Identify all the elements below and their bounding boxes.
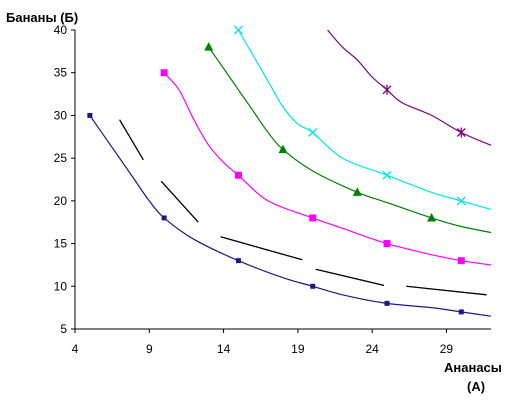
y-tick-label: 30 (54, 108, 68, 122)
x-axis-label-unit: (А) (467, 379, 486, 394)
marker-square (384, 300, 390, 306)
y-tick-label: 15 (54, 237, 68, 251)
tick-labels: 5 10 15 20 25 30 35 40 4 9 14 19 24 29 (54, 23, 454, 356)
marker-asterisk (456, 127, 466, 138)
marker-square (457, 257, 465, 265)
y-tick-label: 40 (54, 23, 68, 37)
x-tick-label: 29 (440, 342, 454, 356)
budget-segment (119, 119, 144, 161)
curve-4 (237, 29, 492, 210)
x-tick-label: 24 (365, 342, 379, 356)
y-tick-label: 35 (54, 66, 68, 80)
axes (71, 29, 491, 333)
x-tick-label: 19 (291, 342, 305, 356)
curve-5 (327, 29, 492, 146)
budget-segment (220, 236, 303, 261)
marker-triangle (352, 187, 362, 196)
curve-3 (208, 46, 492, 234)
budget-line-segments (119, 119, 487, 296)
marker-square (161, 215, 167, 221)
x-axis-label: Ананасы (444, 360, 502, 375)
y-tick-label: 10 (54, 279, 68, 293)
budget-segment (160, 180, 199, 223)
marker-cross (308, 128, 318, 137)
y-axis-label: Бананы (Б) (6, 10, 79, 25)
marker-square (458, 309, 464, 315)
marker-square (309, 214, 317, 222)
y-tick-label: 5 (60, 322, 67, 336)
marker-square (235, 258, 241, 264)
marker-cross (233, 25, 243, 35)
budget-segment (406, 285, 487, 296)
indifference-curves (89, 29, 492, 317)
marker-asterisk (382, 84, 392, 95)
curve-markers (87, 25, 466, 315)
marker-cross (382, 170, 392, 180)
marker-triangle (427, 212, 437, 222)
marker-cross (456, 196, 466, 206)
marker-triangle (204, 42, 214, 51)
y-tick-label: 25 (54, 151, 68, 165)
marker-square (87, 112, 93, 118)
marker-triangle (278, 144, 288, 154)
budget-segment (315, 268, 385, 287)
marker-square (234, 171, 242, 179)
marker-square (160, 69, 168, 77)
marker-square (310, 283, 316, 289)
x-tick-label: 9 (146, 342, 153, 356)
curve-2 (163, 72, 492, 266)
y-tick-label: 20 (54, 194, 68, 208)
x-tick-label: 14 (217, 342, 231, 356)
marker-square (383, 240, 391, 248)
x-tick-label: 4 (72, 342, 79, 356)
